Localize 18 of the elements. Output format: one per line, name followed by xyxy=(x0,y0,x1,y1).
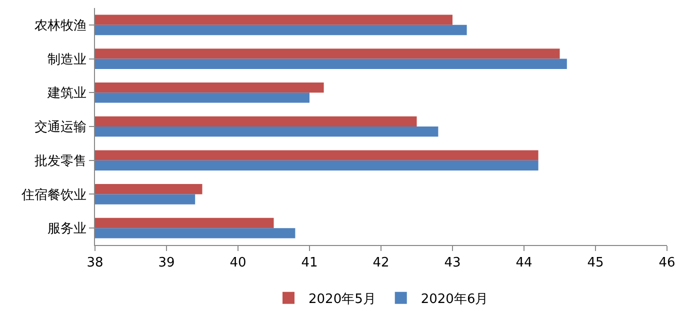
y-tick-label: 批发零售 xyxy=(34,154,86,169)
y-tick-label: 住宿餐饮业 xyxy=(20,186,86,203)
y-tick-label: 制造业 xyxy=(47,52,86,68)
x-tick-label: 38 xyxy=(86,256,104,271)
x-tick-label: 39 xyxy=(158,256,175,271)
legend-label: 2020年5月 xyxy=(308,292,376,307)
x-tick-label: 42 xyxy=(372,256,390,271)
y-tick-label: 农林牧渔 xyxy=(34,18,86,34)
x-tick-label: 40 xyxy=(230,256,246,271)
y-tick-label: 建筑业 xyxy=(46,86,86,102)
y-tick-label: 服务业 xyxy=(47,222,86,237)
legend-label: 2020年6月 xyxy=(420,292,488,307)
x-tick-label: 41 xyxy=(301,256,318,271)
x-tick-label: 45 xyxy=(587,256,604,271)
x-tick-label: 44 xyxy=(516,256,532,271)
y-tick-label: 交通运输 xyxy=(34,119,86,136)
x-tick-label: 43 xyxy=(444,256,461,271)
x-tick-label: 46 xyxy=(658,256,676,271)
